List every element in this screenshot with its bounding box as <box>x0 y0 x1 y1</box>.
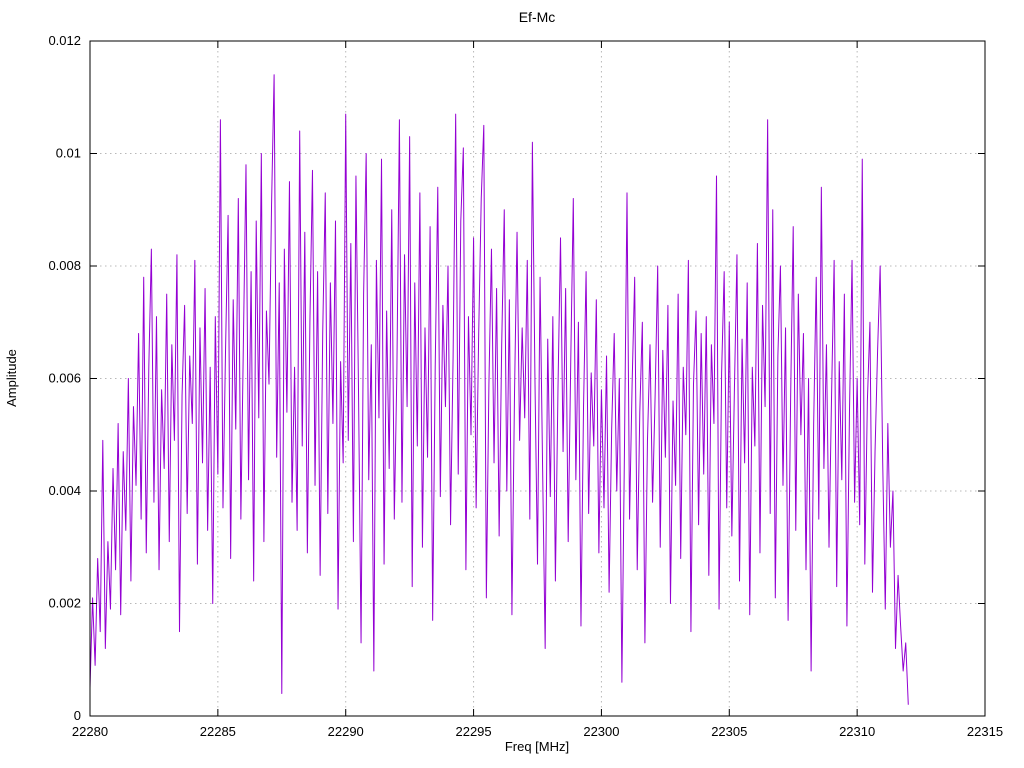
axis-ticks <box>89 40 986 717</box>
x-tick-label: 22290 <box>328 724 364 739</box>
x-tick-label: 22305 <box>711 724 747 739</box>
data-series-Ef-Mc <box>89 74 909 705</box>
y-tick-label: 0.006 <box>48 371 81 386</box>
x-tick-label: 22280 <box>72 724 108 739</box>
y-tick-label: 0.008 <box>48 258 81 273</box>
x-axis-label: Freq [MHz] <box>505 739 569 754</box>
x-tick-label: 22295 <box>455 724 491 739</box>
x-tick-label: 22310 <box>839 724 875 739</box>
tick-labels: 22280 22285 22290 22295 22300 22305 22310 22315… <box>48 33 1003 739</box>
y-tick-label: 0.004 <box>48 483 81 498</box>
x-tick-label: 22285 <box>200 724 236 739</box>
series-line <box>89 74 909 705</box>
y-tick-label: 0.002 <box>48 596 81 611</box>
y-axis-label: Amplitude <box>4 349 19 407</box>
grid-lines <box>90 41 985 716</box>
chart-title: Ef-Mc <box>519 9 556 25</box>
y-tick-label: 0.01 <box>56 146 81 161</box>
x-tick-label: 22300 <box>583 724 619 739</box>
y-tick-label: 0.012 <box>48 33 81 48</box>
x-tick-label: 22315 <box>967 724 1003 739</box>
y-tick-label: 0 <box>74 708 81 723</box>
